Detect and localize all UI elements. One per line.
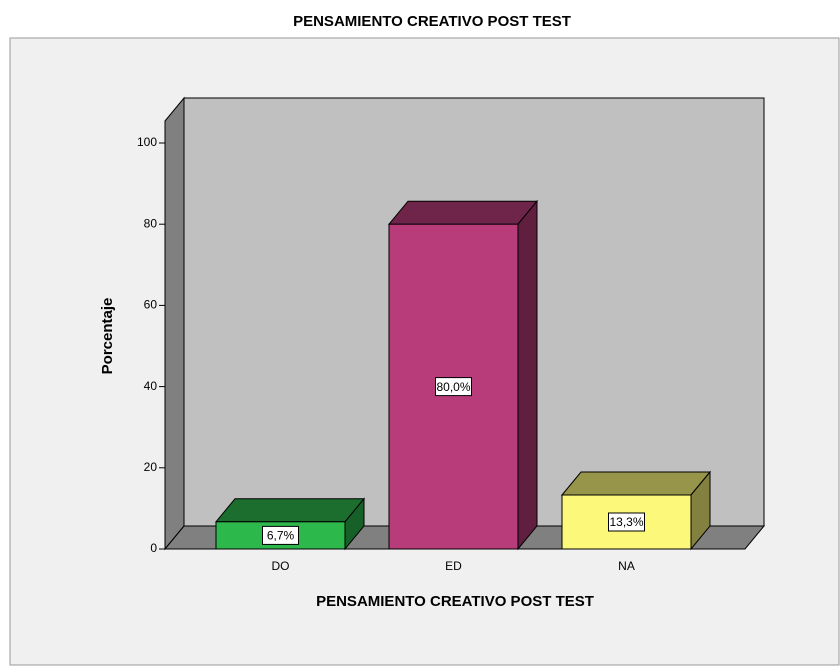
chart-title: PENSAMIENTO CREATIVO POST TEST bbox=[293, 13, 571, 30]
x-tick-label: ED bbox=[445, 559, 462, 573]
y-tick-label: 20 bbox=[144, 460, 158, 474]
y-tick-label: 80 bbox=[144, 216, 158, 230]
x-tick-label: NA bbox=[618, 559, 635, 573]
x-tick-label: DO bbox=[272, 559, 290, 573]
y-tick-label: 0 bbox=[150, 541, 157, 555]
value-label: 80,0% bbox=[436, 380, 470, 394]
value-label: 13,3% bbox=[609, 515, 643, 529]
x-axis-title: PENSAMIENTO CREATIVO POST TEST bbox=[316, 593, 594, 610]
y-tick-label: 60 bbox=[144, 298, 158, 312]
bar-top bbox=[560, 471, 712, 496]
bar-top bbox=[214, 498, 366, 523]
y-tick-label: 100 bbox=[137, 135, 157, 149]
y-axis-title: Porcentaje bbox=[99, 298, 116, 375]
value-label-box bbox=[435, 377, 472, 397]
y-tick-label: 40 bbox=[144, 379, 158, 393]
value-label: 6,7% bbox=[267, 529, 295, 543]
bar-top bbox=[387, 200, 539, 225]
bar-side bbox=[517, 199, 538, 551]
value-label-box bbox=[608, 512, 645, 532]
left-wall bbox=[164, 96, 185, 551]
value-label-box bbox=[262, 525, 299, 545]
plot: 0 20 40 60 80 100 6,7% DO 80,0% ED 13,3% NA bbox=[137, 96, 766, 573]
